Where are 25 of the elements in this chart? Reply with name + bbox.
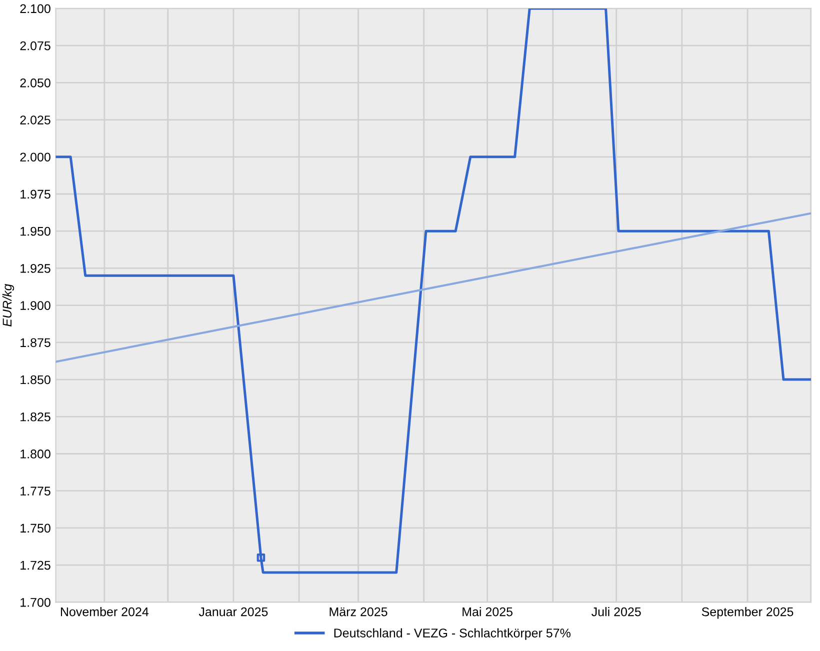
y-tick-label: 1.800 — [20, 450, 50, 458]
y-tick-label: 2.000 — [20, 152, 50, 162]
y-tick-label: 1.925 — [20, 264, 50, 273]
y-tick-label: 2.025 — [20, 116, 50, 124]
x-tick-label: September 2025 — [702, 607, 794, 619]
legend-label: Deutschland - VEZG - Schlachtkörper 57% — [334, 628, 570, 640]
y-tick-label: 1.700 — [20, 598, 50, 607]
y-tick-label: 1.775 — [20, 486, 50, 496]
y-tick-label: 1.750 — [20, 524, 50, 533]
y-tick-label: 1.975 — [20, 190, 50, 199]
y-tick-label: 1.950 — [20, 226, 50, 236]
y-tick-label: 1.875 — [20, 338, 50, 348]
x-tick-label: März 2025 — [330, 607, 388, 616]
x-tick-label: Juli 2025 — [592, 607, 641, 616]
x-tick-label: Mai 2025 — [462, 607, 513, 616]
y-tick-label: 1.900 — [20, 301, 50, 310]
y-axis-title: EUR/kg — [2, 284, 14, 326]
y-tick-label: 1.850 — [20, 375, 50, 384]
y-tick-label: 2.075 — [20, 41, 50, 50]
x-tick-label: November 2024 — [60, 607, 149, 616]
y-tick-label: 1.825 — [20, 412, 50, 422]
x-tick-label: Januar 2025 — [198, 607, 268, 616]
y-tick-label: 2.050 — [20, 78, 50, 88]
y-tick-label: 2.100 — [20, 4, 50, 14]
y-tick-label: 1.725 — [20, 560, 50, 570]
